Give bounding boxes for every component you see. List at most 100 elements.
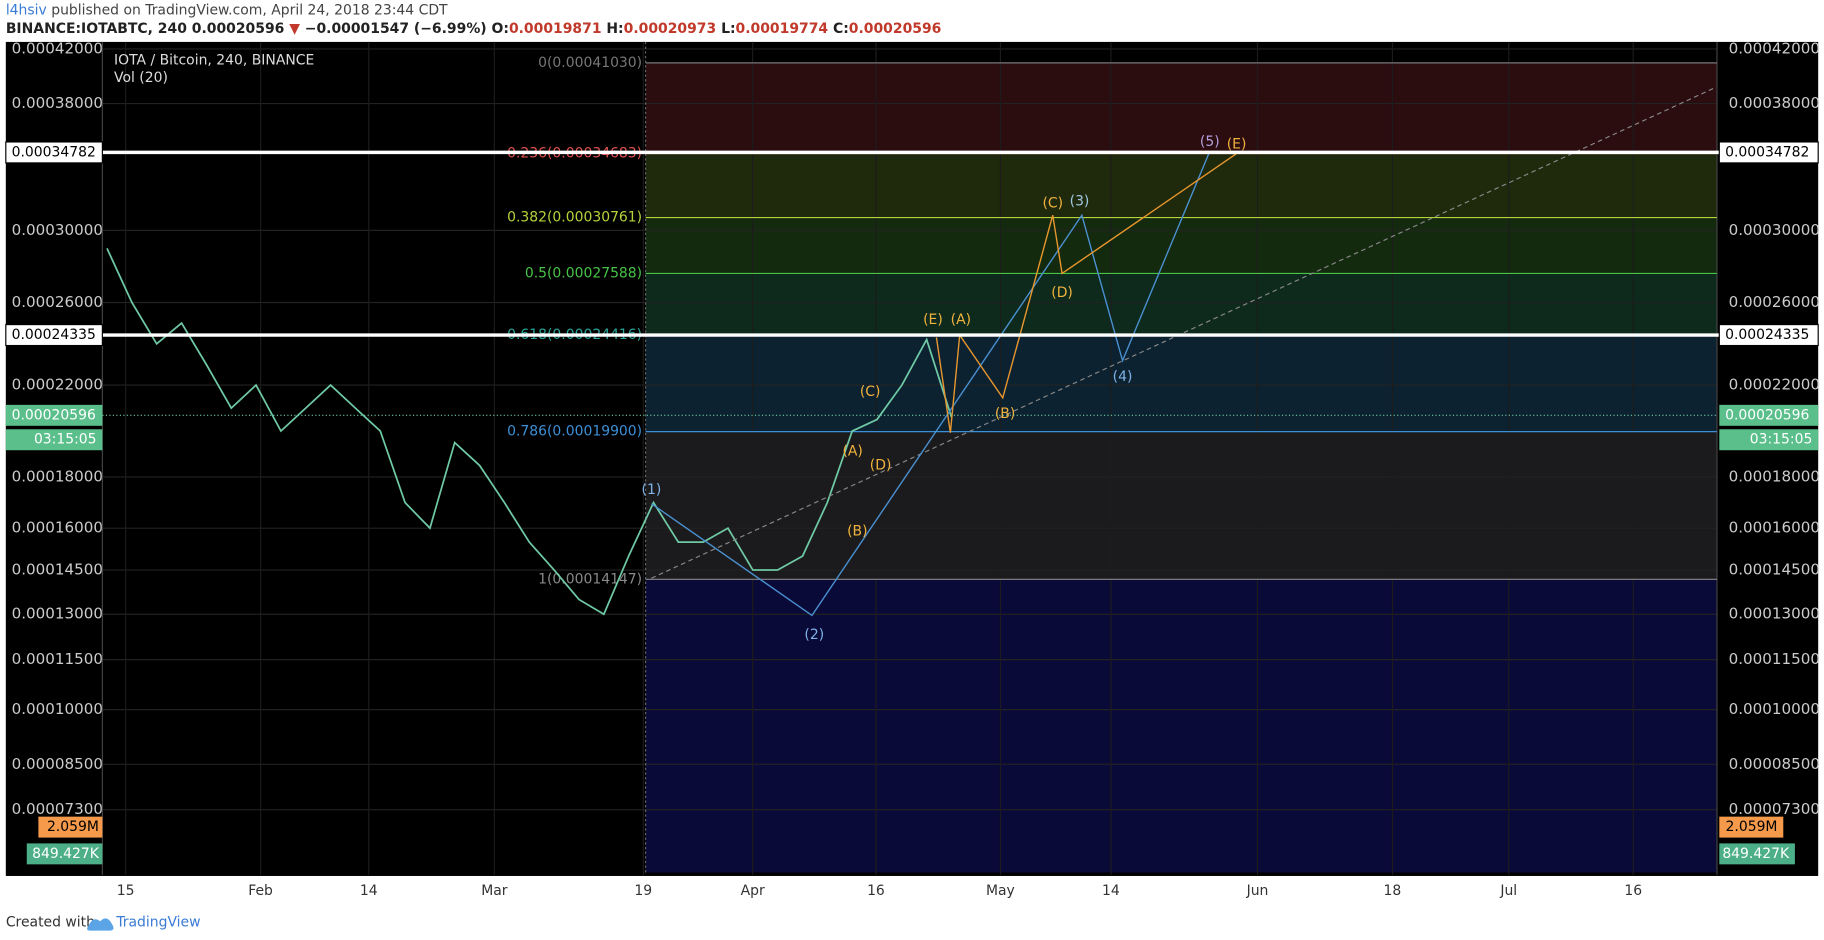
last: 0.00020596 [192,21,285,37]
wave-label: (D) [870,457,892,473]
wave-label: (A) [951,312,971,328]
countdown-tag [5,429,103,451]
price-tag [1719,404,1819,426]
x-tick-label: Jun [1246,883,1269,899]
wave-label: (E) [1227,136,1247,152]
footer-brand[interactable]: TradingView [115,915,200,931]
l-label: L: [721,21,735,37]
y-tick-label: 0.00018000 [1729,467,1820,485]
fib-zone [645,62,1717,154]
price-line [106,248,953,616]
x-tick-label: 18 [1384,883,1402,899]
wave-label: (3) [1070,193,1090,209]
volume-label: 2.059M [47,819,99,835]
countdown-tag [1719,429,1819,451]
x-tick-label: May [986,883,1015,899]
wave-label: (4) [1113,369,1133,385]
x-tick-label: 16 [867,883,885,899]
logo [87,918,114,931]
y-tick-label: 0.00026000 [1729,293,1820,311]
volume-label: 849.427K [1722,846,1790,862]
y-tick-label: 0.00030000 [1729,221,1820,239]
wave-label: (1) [642,482,662,498]
fib-zone [645,153,1717,218]
price-label: 0.00020596 [1725,407,1809,423]
h: 0.00020973 [624,21,717,37]
x-tick-label: Mar [481,883,508,899]
volume-tag [38,816,103,838]
x-tick-label: 15 [117,883,135,899]
y-tick-label: 0.00018000 [12,467,103,485]
indicator: Vol (20) [114,70,168,86]
fib-label: 0.382(0.00030761) [507,210,642,226]
wave-label: (B) [847,524,867,540]
volume-tag [1719,843,1795,865]
time-axis [5,875,1819,907]
wave-label: (A) [842,443,862,459]
fib-zone [645,579,1717,873]
quote-line: BINANCE:IOTABTC, 240 0.00020596 ▼ −0.000… [6,21,942,37]
y-tick-label: 0.00038000 [12,94,103,112]
o-label: O: [492,21,509,37]
publisher[interactable]: l4hsiv [6,3,47,19]
arrow: ▼ [289,21,300,37]
level-label: 0.00024335 [12,327,96,343]
fib-label: 0.786(0.00019900) [507,424,642,440]
wave-label: (E) [923,312,943,328]
level-tag [1718,141,1819,164]
level-tag [5,324,103,347]
x-tick-label: Feb [248,883,273,899]
wave-label: (C) [860,384,881,400]
y-tick-label: 0.00038000 [1729,94,1820,112]
x-tick-label: 14 [1102,883,1120,899]
wave-label: (2) [804,627,824,643]
header-line: l4hsiv published on TradingView.com, Apr… [6,3,448,19]
c: 0.00020596 [849,21,942,37]
x-tick-label: 19 [634,883,652,899]
volume-tag [1719,816,1784,838]
y-tick-label: 0.00016000 [1729,519,1820,537]
y-tick-label: 0.00026000 [12,293,103,311]
level-label: 0.00024335 [1725,327,1809,343]
level-label: 0.00034782 [1725,144,1809,160]
fib-zone [645,431,1717,580]
y-tick-label: 0.00022000 [1729,376,1820,394]
level-tag [1718,324,1819,347]
x-tick-label: 16 [1624,883,1642,899]
wave-blue [651,150,1211,617]
price-tag [5,404,103,426]
y-tick-label: 0.00007300 [12,800,103,818]
y-tick-label: 0.00042000 [12,39,103,57]
fib-label: 1(0.00014147) [538,571,642,587]
legend: IOTA / Bitcoin, 240, BINANCE [114,53,314,69]
fib-zone [645,273,1717,336]
fib-label: 0.5(0.00027588) [525,265,642,281]
y-tick-label: 0.00014500 [12,561,103,579]
l: 0.00019774 [736,21,829,37]
y-tick-label: 0.00013000 [1729,605,1820,623]
c-label: C: [833,21,849,37]
wave-label: (D) [1051,285,1073,301]
wave-label: (C) [1042,196,1063,212]
x-tick-label: 14 [360,883,378,899]
chart: 0.00042000 0.00042000 0.00038000 0.00038000… [5,39,1820,907]
countdown: 03:15:05 [1750,432,1813,448]
wave-orange [935,153,1237,433]
x-tick-label: Apr [741,883,765,899]
y-tick-label: 0.00008500 [12,755,103,773]
y-tick-label: 0.00030000 [12,221,103,239]
price-label: 0.00020596 [12,407,96,423]
fib-label: 0(0.00041030) [538,55,642,71]
fib-zone [645,335,1717,432]
level-tag [5,141,103,164]
published: published on TradingView.com, April 24, … [51,3,448,19]
h-label: H: [606,21,623,37]
y-tick-label: 0.00008500 [1729,755,1820,773]
y-tick-label: 0.00011500 [12,650,103,668]
y-tick-label: 0.00014500 [1729,561,1820,579]
countdown: 03:15:05 [34,432,97,448]
y-tick-label: 0.00010000 [1729,700,1820,718]
fib-zone [645,217,1717,274]
y-tick-label: 0.00011500 [1729,650,1820,668]
